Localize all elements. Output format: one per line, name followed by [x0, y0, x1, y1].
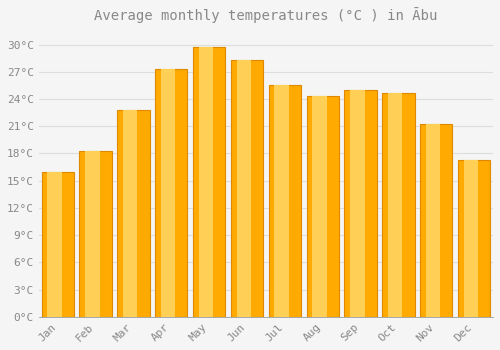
Bar [123, 110, 138, 317]
Bar [274, 85, 289, 317]
Bar [80, 151, 112, 317]
Bar [85, 151, 100, 317]
Bar [312, 96, 326, 317]
Bar [236, 60, 251, 317]
Bar [42, 172, 74, 317]
Bar [420, 125, 452, 317]
Bar [118, 110, 150, 317]
Bar [198, 47, 213, 317]
Title: Average monthly temperatures (°C ) in Ābu: Average monthly temperatures (°C ) in Āb… [94, 7, 438, 23]
Bar [306, 96, 339, 317]
Bar [458, 160, 490, 317]
Bar [344, 90, 376, 317]
Bar [269, 85, 301, 317]
Bar [193, 47, 225, 317]
Bar [161, 69, 176, 317]
Bar [388, 93, 402, 317]
Bar [48, 172, 62, 317]
Bar [464, 160, 478, 317]
Bar [155, 69, 188, 317]
Bar [426, 125, 440, 317]
Bar [350, 90, 364, 317]
Bar [231, 60, 263, 317]
Bar [382, 93, 414, 317]
